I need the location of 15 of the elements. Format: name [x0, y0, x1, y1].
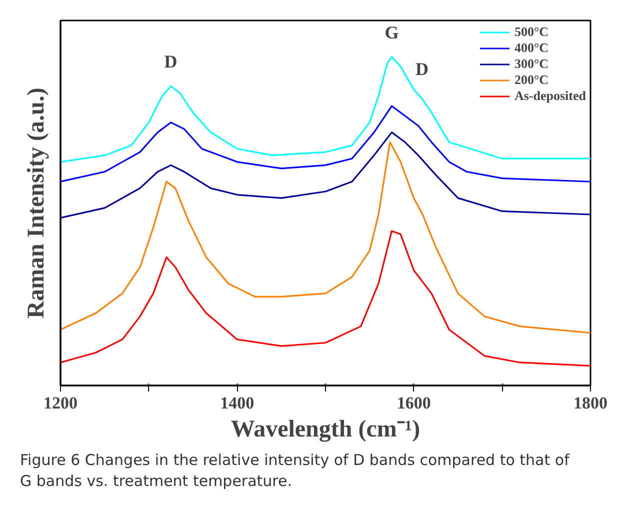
x-tick-label: 1600 — [396, 394, 431, 412]
legend-label: 300°C — [514, 56, 549, 72]
x-tick-label: 1800 — [574, 394, 608, 412]
legend-label: As-deposited — [514, 88, 586, 104]
x-tick-label: 1200 — [44, 394, 78, 412]
annotation: D — [415, 58, 428, 79]
text: G — [384, 22, 399, 42]
x-tick-label: 1400 — [220, 394, 254, 412]
legend-label: 500°C — [514, 24, 549, 40]
y-axis-title: Raman Intensity (a.u.) — [24, 88, 50, 318]
legend-label: 200°C — [514, 72, 549, 88]
caption: Figure 6 Changes in the relative intensity of D bands compared to that of G bands vs. treatment temperature. — [20, 450, 571, 492]
annotation: D — [164, 52, 178, 72]
legend-label: 400°C — [514, 40, 549, 56]
x-axis-title: Wavelength (cm⁻¹) — [230, 416, 420, 442]
